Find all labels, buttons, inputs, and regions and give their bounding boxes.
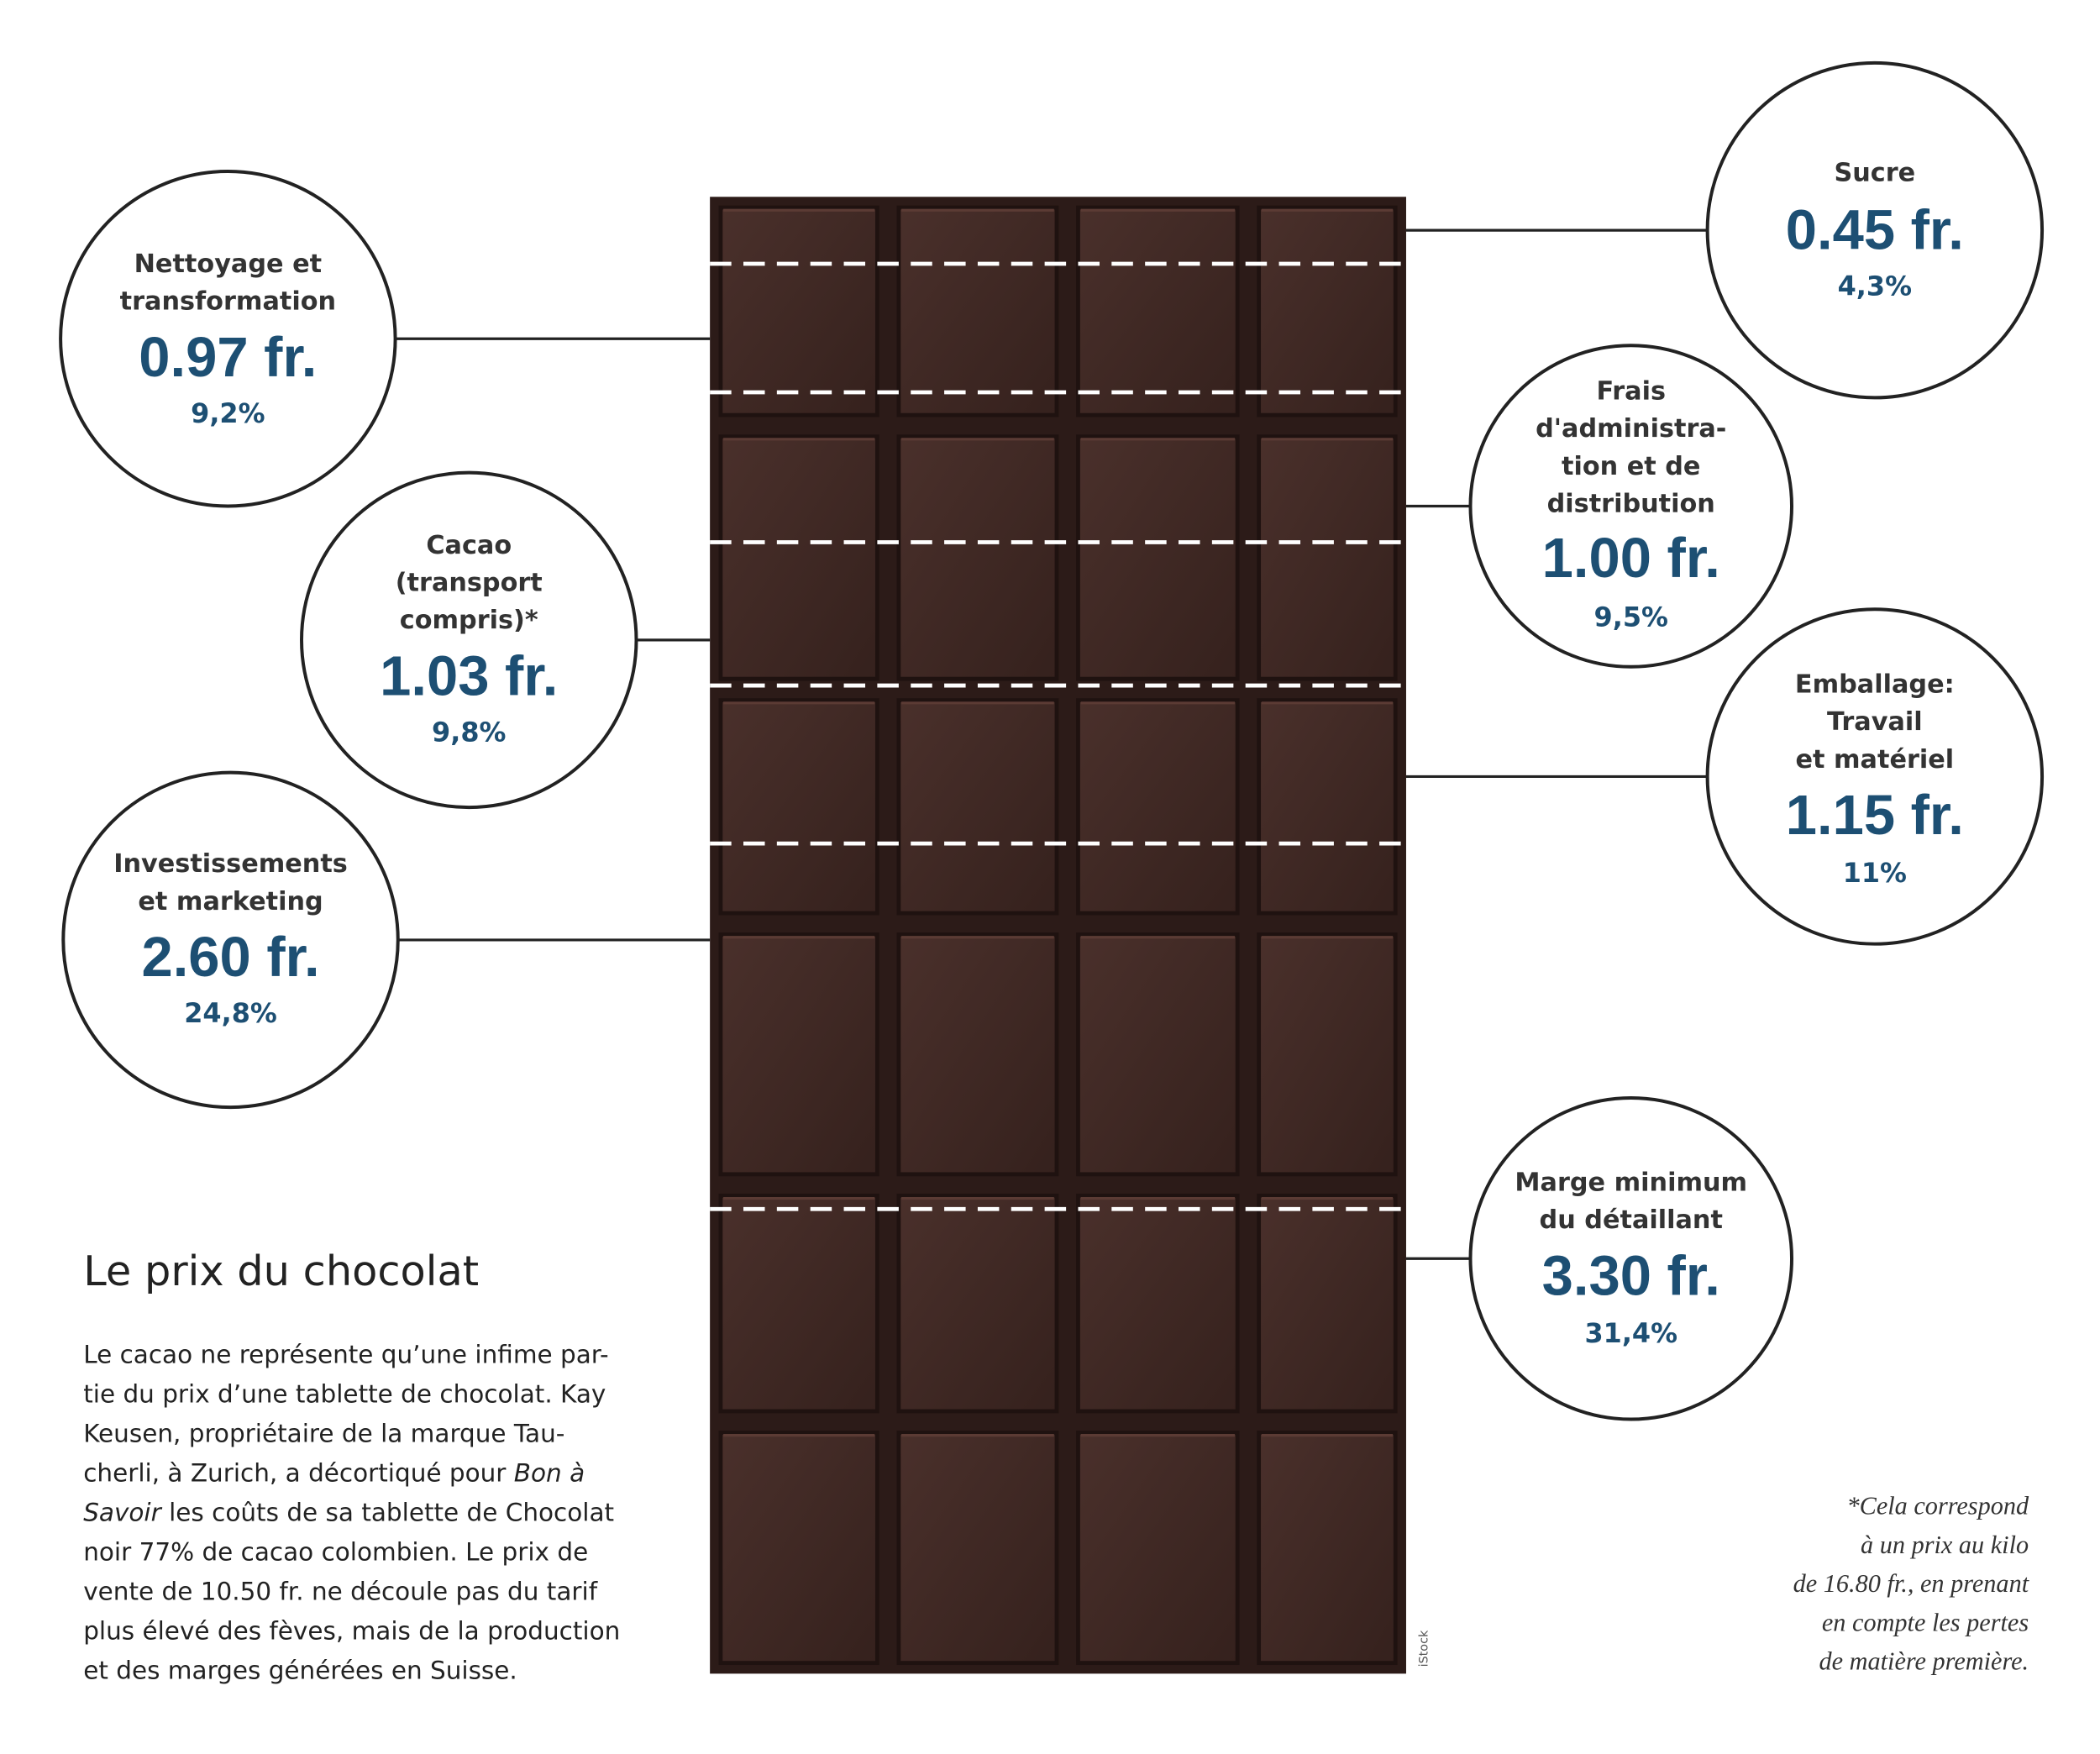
body-segment: Savoir [83,1499,162,1527]
chocolate-square [1257,1431,1398,1666]
footnote-line: à un prix au kilo [1861,1531,2029,1559]
body-line: noir 77% de cacao colombien. Le prix de [83,1538,588,1567]
item-percent: 24,8% [184,997,277,1029]
item-amount: 1.03 fr. [380,644,558,707]
chocolate-square [896,932,1059,1177]
credit: iStock [1417,1630,1431,1667]
chocolate-square [896,1193,1059,1414]
chocolate-square [1257,698,1398,916]
item-label: Investissements [113,849,348,879]
item-label: Frais [1597,377,1666,407]
body-segment: Bon à [514,1459,585,1488]
chocolate-square [718,932,879,1177]
item-label: Travail [1827,707,1923,737]
item-amount: 2.60 fr. [141,926,319,989]
chocolate-square [1076,932,1240,1177]
body-segment: tie du prix d’une tablette de chocolat. … [83,1380,606,1409]
item-circle [1705,607,2045,946]
item-label: compris)* [400,606,538,635]
body-segment: les coûts de sa tablette de Chocolat [161,1499,614,1527]
item-label: Marge minimum [1515,1168,1747,1198]
item-label: (transport [396,568,543,597]
body-segment: Le cacao ne représente qu’une infime par… [83,1341,608,1369]
item-label: transformation [120,287,336,317]
body-segment: et des marges générées en Suisse. [83,1657,517,1685]
chocolate-square [1257,1193,1398,1414]
chocolate-square [1257,205,1398,417]
body-segment: plus élevé des fèves, mais de la product… [83,1617,620,1646]
chocolate-bar [710,197,1406,1674]
item-label: tion et de [1562,452,1700,481]
chocolate-square [718,1193,879,1414]
chocolate-square [1076,205,1240,417]
body-line: plus élevé des fèves, mais de la product… [83,1617,620,1646]
item-percent: 9,8% [432,716,506,748]
item-circle [300,470,638,810]
chocolate-square [896,698,1059,916]
chocolate-square [1076,434,1240,681]
chocolate-square [896,1431,1059,1666]
body-line: Savoir les coûts de sa tablette de Choco… [83,1499,614,1527]
body-line: tie du prix d’une tablette de chocolat. … [83,1380,606,1409]
body-segment: cherli, à Zurich, a décortiqué pour [83,1459,514,1488]
item-percent: 9,2% [191,397,265,429]
item-amount: 3.30 fr. [1542,1244,1720,1307]
body-line: cherli, à Zurich, a décortiqué pour Bon … [83,1459,585,1488]
item-label: et matériel [1795,745,1954,775]
chocolate-square [896,205,1059,417]
footnote-line: *Cela correspond [1847,1492,2029,1520]
title: Le prix du chocolat [83,1247,479,1295]
footnote-line: de matière première. [1819,1647,2029,1676]
item-circle [59,170,397,508]
item-label: Cacao [426,531,512,560]
item-label: Nettoyage et [134,249,322,279]
item-label: Sucre [1834,159,1915,188]
item-circle [1468,344,1794,669]
chocolate-square [1257,434,1398,681]
body-line: Keusen, propriétaire de la marque Tau- [83,1420,564,1448]
chocolate-square [718,434,879,681]
item-label: distribution [1547,489,1715,518]
item-circle [61,770,400,1110]
body-line: Le cacao ne représente qu’une infime par… [83,1341,608,1369]
chocolate-square [718,205,879,417]
item-percent: 11% [1843,857,1907,889]
item-percent: 9,5% [1594,601,1668,633]
body-line: vente de 10.50 fr. ne découle pas du tar… [83,1578,598,1606]
footnote-line: en compte les pertes [1822,1608,2029,1636]
item-label: du détaillant [1540,1205,1723,1235]
body-line: et des marges générées en Suisse. [83,1657,517,1685]
item-percent: 31,4% [1584,1317,1677,1349]
item-percent: 4,3% [1838,270,1912,302]
body-segment: vente de 10.50 fr. ne découle pas du tar… [83,1578,598,1606]
chocolate-square [718,698,879,916]
chocolate-square [1257,932,1398,1177]
item-label: et marketing [138,887,323,916]
item-label: d'administra- [1536,414,1726,444]
body-segment: Keusen, propriétaire de la marque Tau- [83,1420,564,1448]
item-amount: 0.97 fr. [139,326,317,389]
chocolate-square [1076,698,1240,916]
chocolate-square [896,434,1059,681]
item-amount: 0.45 fr. [1786,199,1964,262]
item-circle [1705,60,2045,400]
chocolate-square [1076,1431,1240,1666]
item-circle [1468,1096,1794,1421]
item-amount: 1.00 fr. [1542,527,1720,590]
item-label: Emballage: [1795,670,1955,700]
item-amount: 1.15 fr. [1786,784,1964,847]
chocolate-square [718,1431,879,1666]
body-segment: noir 77% de cacao colombien. Le prix de [83,1538,588,1567]
footnote-line: de 16.80 fr., en prenant [1793,1569,2030,1598]
chocolate-square [1076,1193,1240,1414]
